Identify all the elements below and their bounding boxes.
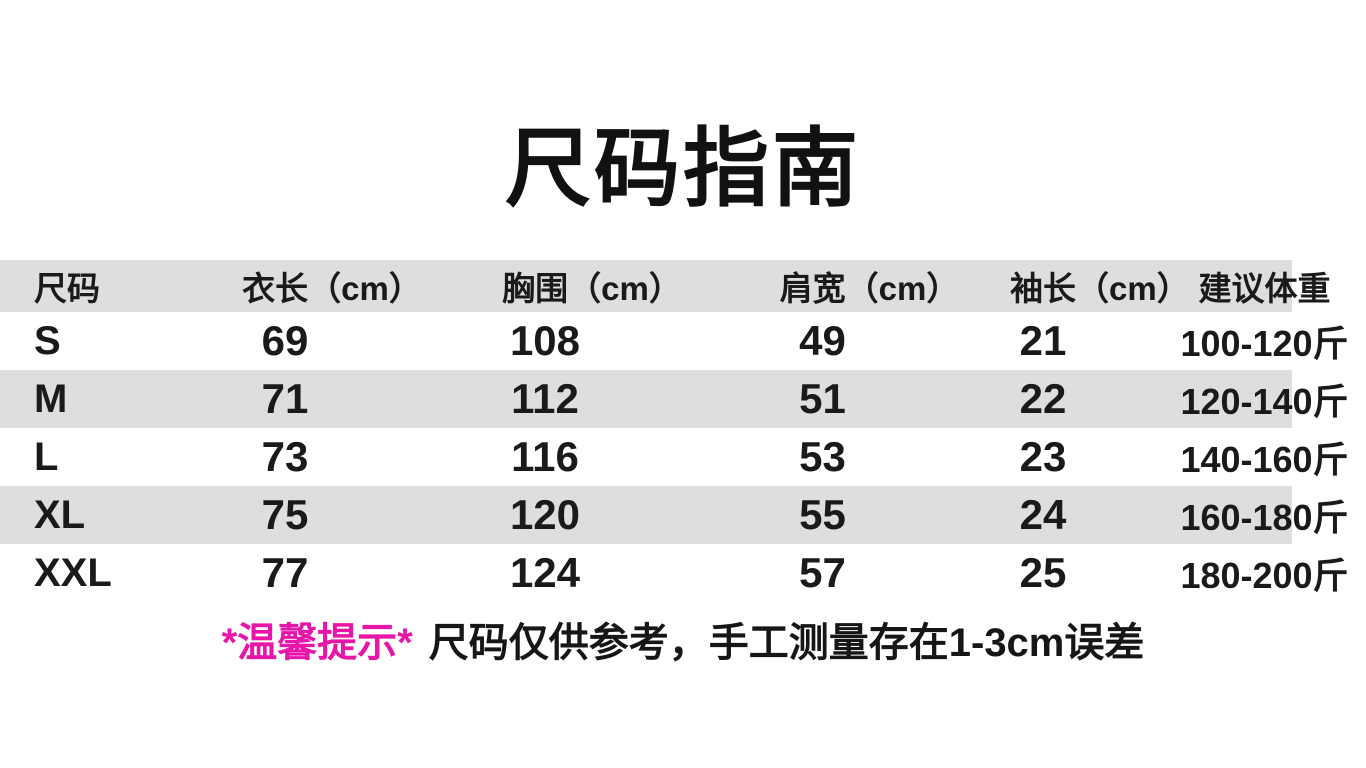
sleeve-value: 25 <box>1019 549 1067 596</box>
size-label: XXL <box>34 550 112 595</box>
size-label: M <box>34 376 68 421</box>
length-value: 71 <box>261 375 309 422</box>
column-header-length: 衣长（cm） <box>242 270 422 307</box>
table-row-xl: XL 75 120 55 24 160-180斤 <box>0 486 1366 544</box>
shoulder-value: 55 <box>799 491 846 538</box>
column-header-weight: 建议体重 <box>1198 270 1331 307</box>
size-note: *温馨提示* 尺码仅供参考，手工测量存在1-3cm误差 <box>0 610 1366 668</box>
size-label: L <box>34 434 59 479</box>
table-row-l: L 73 116 53 23 140-160斤 <box>0 428 1366 486</box>
column-header-sleeve: 袖长（cm） <box>1010 270 1190 307</box>
chest-value: 108 <box>509 317 581 364</box>
chest-value: 112 <box>511 375 579 422</box>
length-value: 75 <box>261 491 309 538</box>
chest-value: 124 <box>509 549 581 596</box>
column-header-size: 尺码 <box>34 270 100 307</box>
sleeve-value: 23 <box>1019 433 1067 480</box>
length-value: 77 <box>261 549 309 596</box>
shoulder-value: 51 <box>799 375 846 422</box>
sleeve-value: 21 <box>1019 317 1067 364</box>
note-highlight: *温馨提示* <box>221 621 413 665</box>
column-header-chest: 胸围（cm） <box>502 270 682 307</box>
length-value: 69 <box>261 317 309 364</box>
note-text: 尺码仅供参考，手工测量存在1-3cm误差 <box>428 621 1145 665</box>
weight-value: 160-180斤 <box>1180 497 1349 538</box>
size-label: XL <box>34 492 86 537</box>
shoulder-value: 49 <box>799 317 846 364</box>
table-row-m: M 71 112 51 22 120-140斤 <box>0 370 1366 428</box>
table-row-s: S 69 108 49 21 100-120斤 <box>0 312 1366 370</box>
chest-value: 120 <box>509 491 581 538</box>
table-row-xxl: XXL 77 124 57 25 180-200斤 <box>0 544 1366 602</box>
weight-value: 120-140斤 <box>1180 381 1349 422</box>
shoulder-value: 57 <box>799 549 846 596</box>
table-header-row: 尺码 衣长（cm） 胸围（cm） 肩宽（cm） 袖长（cm） 建议体重 <box>0 260 1366 312</box>
size-table: 尺码 衣长（cm） 胸围（cm） 肩宽（cm） 袖长（cm） 建议体重 S 69… <box>0 260 1366 602</box>
weight-value: 180-200斤 <box>1180 555 1349 596</box>
size-label: S <box>34 318 61 363</box>
column-header-shoulder: 肩宽（cm） <box>779 270 960 307</box>
weight-value: 140-160斤 <box>1180 439 1349 480</box>
weight-value: 100-120斤 <box>1180 323 1349 364</box>
sleeve-value: 24 <box>1019 491 1067 538</box>
length-value: 73 <box>261 433 309 480</box>
shoulder-value: 53 <box>799 433 846 480</box>
page-title: 尺码指南 <box>505 121 861 217</box>
chest-value: 116 <box>511 433 579 480</box>
sleeve-value: 22 <box>1019 375 1067 422</box>
